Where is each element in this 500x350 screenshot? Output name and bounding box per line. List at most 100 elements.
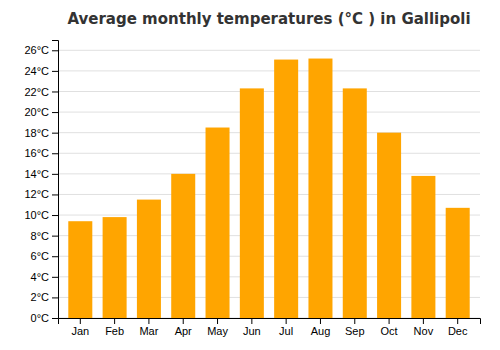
- tick-mark: [52, 256, 58, 257]
- x-axis: Jan Feb Mar Apr May Jun Jul Aug Sep Oct Nov Dec: [59, 318, 481, 337]
- tick-mark: [52, 236, 58, 237]
- tick: Jan: [71, 318, 89, 337]
- tick-label: Sep: [345, 325, 365, 337]
- chart: Jan Feb Mar Apr May Jun Jul Aug Sep Oct Nov Dec 0°C 2…: [0, 0, 500, 350]
- bar: [446, 208, 470, 318]
- tick-mark: [52, 153, 58, 154]
- tick: 8°C: [31, 230, 58, 242]
- grid-line: [58, 153, 480, 154]
- tick-mark: [52, 133, 58, 134]
- tick: 14°C: [24, 168, 58, 180]
- tick-mark: [52, 50, 58, 51]
- tick: Jun: [243, 318, 261, 337]
- bar: [411, 176, 435, 318]
- tick-mark: [114, 318, 115, 324]
- plot: Jan Feb Mar Apr May Jun Jul Aug Sep Oct Nov Dec 0°C 2…: [24, 41, 480, 337]
- title: Average monthly temperatures (°C ) in Ga…: [67, 10, 470, 28]
- tick: Sep: [345, 318, 365, 337]
- tick-mark: [183, 318, 184, 324]
- tick: 24°C: [24, 65, 58, 77]
- tick-label: Aug: [311, 325, 331, 337]
- bar: [377, 133, 401, 318]
- tick-mark: [52, 297, 58, 298]
- tick-label: 0°C: [31, 312, 50, 324]
- tick-mark: [52, 215, 58, 216]
- tick: 4°C: [31, 271, 58, 283]
- tick-mark: [52, 112, 58, 113]
- bars: [68, 59, 469, 318]
- tick-mark: [52, 277, 58, 278]
- tick-label: Nov: [414, 325, 434, 337]
- tick-mark: [389, 318, 390, 324]
- grid-line: [58, 70, 480, 71]
- tick: 22°C: [24, 86, 58, 98]
- tick-mark: [80, 318, 81, 324]
- tick: Dec: [448, 318, 468, 337]
- grid-line: [58, 112, 480, 113]
- bar: [103, 217, 127, 318]
- grid-line: [58, 132, 480, 133]
- tick-label: 16°C: [24, 147, 49, 159]
- bar: [240, 88, 264, 318]
- axis-line: [59, 319, 481, 325]
- tick-mark: [148, 318, 149, 324]
- bar: [308, 59, 332, 318]
- tick-label: Jan: [71, 325, 89, 337]
- tick: 10°C: [24, 209, 58, 221]
- tick-mark: [286, 318, 287, 324]
- tick-label: 26°C: [24, 44, 49, 56]
- tick-label: Mar: [139, 325, 158, 337]
- bar: [171, 174, 195, 318]
- tick: May: [207, 318, 228, 337]
- y-axis: 0°C 2°C 4°C 6°C 8°C 10°C 12°C 14°C 16°C 18°C 20°C 2…: [24, 41, 58, 325]
- tick-label: 8°C: [31, 230, 50, 242]
- tick-label: Apr: [175, 325, 192, 337]
- tick-mark: [457, 318, 458, 324]
- tick-mark: [354, 318, 355, 324]
- tick: Jul: [279, 318, 293, 337]
- tick-label: Dec: [448, 325, 468, 337]
- tick-mark: [52, 194, 58, 195]
- tick-label: Oct: [381, 325, 398, 337]
- grid: [58, 50, 480, 318]
- tick-label: 18°C: [24, 127, 49, 139]
- tick-mark: [52, 174, 58, 175]
- tick: 26°C: [24, 44, 58, 56]
- tick-label: 6°C: [31, 250, 50, 262]
- tick-label: 14°C: [24, 168, 49, 180]
- grid-line: [58, 50, 480, 51]
- tick-label: May: [207, 325, 228, 337]
- tick: 12°C: [24, 188, 58, 200]
- tick-mark: [320, 318, 321, 324]
- tick-label: 12°C: [24, 188, 49, 200]
- tick-label: Feb: [105, 325, 124, 337]
- grid-line: [58, 91, 480, 92]
- tick-label: 20°C: [24, 106, 49, 118]
- tick-label: 24°C: [24, 65, 49, 77]
- tick-mark: [423, 318, 424, 324]
- tick-label: Jul: [279, 325, 293, 337]
- bar: [206, 128, 230, 318]
- tick-mark: [217, 318, 218, 324]
- tick: Oct: [381, 318, 398, 337]
- tick: Apr: [175, 318, 192, 337]
- tick: 16°C: [24, 147, 58, 159]
- bar: [274, 60, 298, 318]
- tick-mark: [52, 91, 58, 92]
- tick-label: 22°C: [24, 86, 49, 98]
- tick: 6°C: [31, 250, 58, 262]
- tick-label: 4°C: [31, 271, 50, 283]
- tick: Mar: [139, 318, 158, 337]
- tick-mark: [251, 318, 252, 324]
- tick-label: 10°C: [24, 209, 49, 221]
- tick: 0°C: [31, 312, 58, 324]
- grid-line: [58, 173, 480, 174]
- tick: 2°C: [31, 291, 58, 303]
- bar: [137, 200, 161, 318]
- tick-mark: [52, 71, 58, 72]
- tick-mark: [52, 318, 58, 319]
- tick: Feb: [105, 318, 124, 337]
- tick-label: Jun: [243, 325, 261, 337]
- tick: Aug: [311, 318, 331, 337]
- tick: 18°C: [24, 127, 58, 139]
